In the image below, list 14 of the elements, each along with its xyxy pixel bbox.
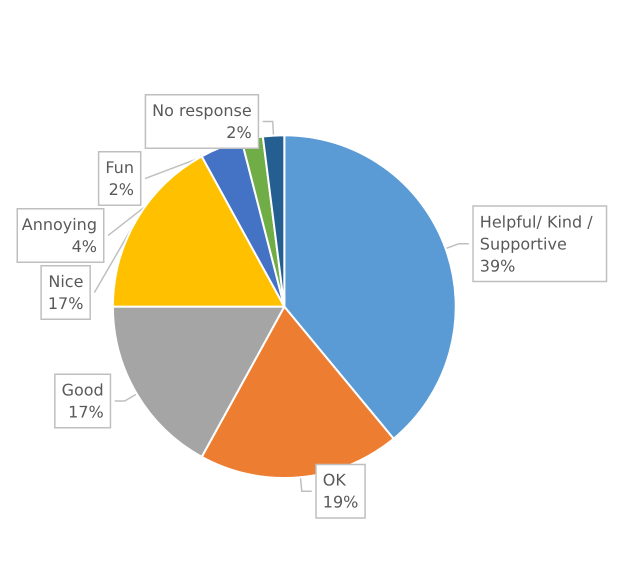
data-label: 17% — [48, 294, 84, 314]
data-label: 17% — [68, 402, 104, 422]
data-label: 2% — [226, 123, 252, 142]
data-label: 39% — [480, 256, 516, 276]
slice-label: Annoying — [22, 215, 97, 234]
slice-label: OK — [322, 470, 346, 490]
slice-label: Fun — [105, 158, 134, 178]
data-label: 19% — [322, 492, 358, 512]
slice-label: No response — [152, 101, 252, 120]
slice-label: Good — [62, 380, 104, 400]
slice-label: Helpful/ Kind / Supportive — [480, 212, 598, 254]
slice-label: Nice — [48, 272, 84, 292]
data-label: 4% — [72, 237, 97, 256]
data-label: 2% — [108, 180, 134, 200]
